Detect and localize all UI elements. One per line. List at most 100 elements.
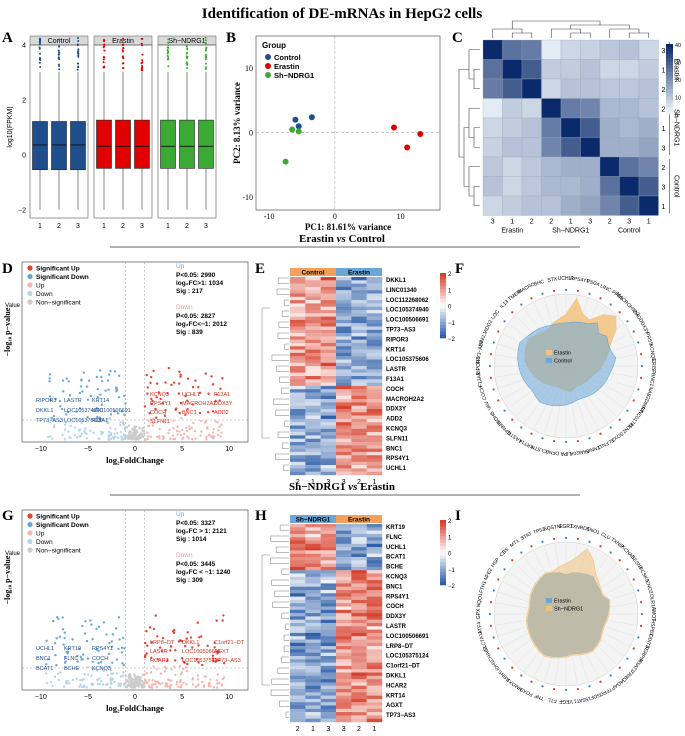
volcano-point [156, 435, 159, 438]
heat-cell [521, 98, 542, 119]
volcano-point [171, 434, 175, 437]
gene-label: DKKL1 [386, 674, 407, 680]
heat-cell [336, 563, 352, 568]
heat-cell [366, 333, 383, 337]
gene-label: KRT14 [386, 693, 406, 699]
volcano-point [215, 619, 218, 622]
legend-marker [27, 299, 33, 305]
legend-marker [27, 547, 33, 553]
gene-label-down: LOC105374940 [64, 408, 103, 414]
heat-cell [351, 432, 367, 436]
gene-label-down: RPS4Y1 [92, 646, 113, 652]
heat-cell [305, 675, 321, 680]
heat-cell [320, 277, 337, 281]
scale-tick-label: −2 [448, 337, 456, 343]
volcano-point [183, 644, 187, 648]
radar-label: NFE2 [483, 567, 494, 581]
heat-cell [290, 606, 306, 610]
heat-cell [290, 306, 306, 311]
volcano-point [63, 636, 66, 640]
heat-cell [290, 669, 306, 673]
volcano-point [178, 430, 181, 433]
heat-cell [320, 349, 337, 354]
volcano-point [122, 671, 125, 674]
heat-cell [351, 290, 367, 294]
heat-cell [366, 442, 383, 446]
heat-cell [366, 537, 383, 541]
volcano-point [69, 424, 72, 428]
heat-cell [560, 176, 581, 197]
heat-cell [336, 409, 352, 413]
heat-cell [351, 296, 367, 301]
heat-cell [290, 632, 306, 637]
heat-cell [290, 679, 306, 683]
heat-cell [336, 438, 352, 443]
heat-cell [336, 339, 352, 344]
heat-cell [305, 296, 321, 301]
heat-cell [320, 606, 337, 610]
volcano-point [90, 683, 93, 687]
outlier-point [204, 58, 207, 61]
heat-cell [305, 672, 321, 676]
outlier-point [204, 41, 207, 44]
volcano-point [177, 382, 181, 385]
heat-cell [351, 326, 367, 330]
heat-cell [351, 665, 367, 670]
heat-cell [336, 649, 352, 653]
heat-cell [305, 685, 321, 690]
heat-cell [305, 422, 321, 426]
heat-cell [351, 642, 367, 647]
gene-label: LOC100506691 [386, 634, 429, 640]
x-tick-label: 0 [133, 694, 137, 701]
volcano-point [109, 426, 112, 430]
radar-label: LOC [490, 309, 501, 321]
volcano-point [48, 373, 52, 376]
volcano-point [121, 674, 125, 677]
volcano-point [68, 394, 72, 397]
row-label: 2 [662, 165, 666, 172]
radar-tick-dot [564, 536, 568, 540]
volcano-point [48, 421, 51, 424]
legend-marker [265, 72, 271, 78]
legend-label: Significant Up [36, 514, 80, 521]
heat-cell [305, 379, 321, 383]
scale-swatch [666, 86, 673, 90]
outlier-point [76, 36, 79, 39]
scale-swatch [440, 546, 446, 550]
volcano-point [183, 661, 186, 664]
heat-cell [351, 692, 367, 696]
heat-cell [351, 573, 367, 577]
heat-cell [305, 547, 321, 551]
volcano-point [120, 651, 124, 654]
volcano-point [220, 423, 223, 426]
volcano-point [144, 654, 147, 657]
scale-swatch [666, 103, 673, 108]
heat-cell [366, 359, 383, 363]
heat-cell [351, 619, 367, 624]
legend-marker [27, 521, 33, 528]
heat-cell [290, 629, 306, 634]
heat-cell [366, 448, 383, 453]
scale-swatch [440, 331, 446, 336]
heat-cell [320, 405, 337, 410]
radar-tick-dot [511, 559, 514, 562]
volcano-point [207, 684, 210, 688]
gene-label: KRT14 [386, 347, 406, 353]
heat-cell [351, 362, 367, 367]
heat-cell [290, 471, 306, 476]
volcano-point [144, 679, 147, 682]
heat-cell [320, 448, 337, 453]
outlier-point [185, 52, 188, 55]
heat-cell [290, 573, 306, 577]
heat-cell [366, 590, 383, 594]
heat-cell [366, 352, 383, 357]
heat-cell [351, 656, 367, 660]
volcano-point [91, 660, 94, 664]
heat-cell [290, 675, 306, 680]
heat-cell [290, 319, 306, 324]
radar-series-b [525, 548, 611, 659]
volcano-point [125, 678, 128, 682]
heat-cell [366, 698, 383, 703]
volcano-point [151, 424, 155, 427]
